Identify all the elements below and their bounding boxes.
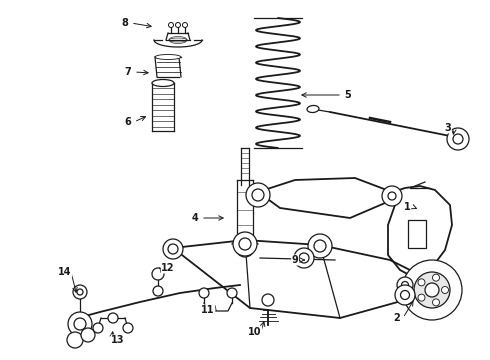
Circle shape [77, 289, 83, 295]
Text: 10: 10 [248, 327, 262, 337]
Circle shape [67, 332, 83, 348]
Circle shape [402, 260, 462, 320]
Text: 11: 11 [201, 305, 215, 315]
Circle shape [73, 285, 87, 299]
Ellipse shape [307, 105, 319, 113]
Circle shape [246, 183, 270, 207]
Circle shape [236, 239, 254, 257]
Circle shape [152, 268, 164, 280]
Text: 2: 2 [393, 313, 400, 323]
Circle shape [168, 244, 178, 254]
Circle shape [400, 291, 410, 300]
Circle shape [241, 244, 249, 252]
Circle shape [447, 128, 469, 150]
Text: 6: 6 [124, 117, 131, 127]
Text: 7: 7 [124, 67, 131, 77]
Circle shape [433, 274, 440, 281]
Ellipse shape [152, 80, 174, 86]
Circle shape [388, 192, 396, 200]
Circle shape [81, 328, 95, 342]
Circle shape [299, 253, 309, 263]
Circle shape [425, 283, 439, 297]
Circle shape [395, 285, 415, 305]
Circle shape [108, 313, 118, 323]
Circle shape [74, 318, 86, 330]
Circle shape [294, 248, 314, 268]
Circle shape [227, 288, 237, 298]
Circle shape [262, 294, 274, 306]
Ellipse shape [155, 54, 181, 59]
Text: 9: 9 [292, 255, 298, 265]
Circle shape [418, 294, 425, 301]
Circle shape [163, 239, 183, 259]
Circle shape [169, 22, 173, 27]
Circle shape [182, 22, 188, 27]
Bar [408, 220, 426, 248]
Text: 8: 8 [122, 18, 128, 28]
Circle shape [239, 238, 251, 250]
Circle shape [68, 312, 92, 336]
Circle shape [252, 189, 264, 201]
Circle shape [175, 22, 180, 27]
Text: 14: 14 [58, 267, 72, 277]
Circle shape [199, 288, 209, 298]
Circle shape [414, 272, 450, 308]
Text: 13: 13 [111, 335, 125, 345]
Circle shape [441, 287, 448, 293]
Circle shape [233, 232, 257, 256]
Text: 5: 5 [344, 90, 351, 100]
Circle shape [93, 323, 103, 333]
Circle shape [453, 134, 463, 144]
Circle shape [314, 240, 326, 252]
Circle shape [401, 282, 409, 288]
Text: 3: 3 [444, 123, 451, 133]
Text: 1: 1 [404, 202, 411, 212]
Text: 4: 4 [192, 213, 198, 223]
Circle shape [433, 299, 440, 306]
Circle shape [308, 234, 332, 258]
Circle shape [418, 279, 425, 286]
Circle shape [397, 277, 413, 293]
Circle shape [382, 186, 402, 206]
Text: 12: 12 [161, 263, 175, 273]
Circle shape [123, 323, 133, 333]
Circle shape [153, 286, 163, 296]
